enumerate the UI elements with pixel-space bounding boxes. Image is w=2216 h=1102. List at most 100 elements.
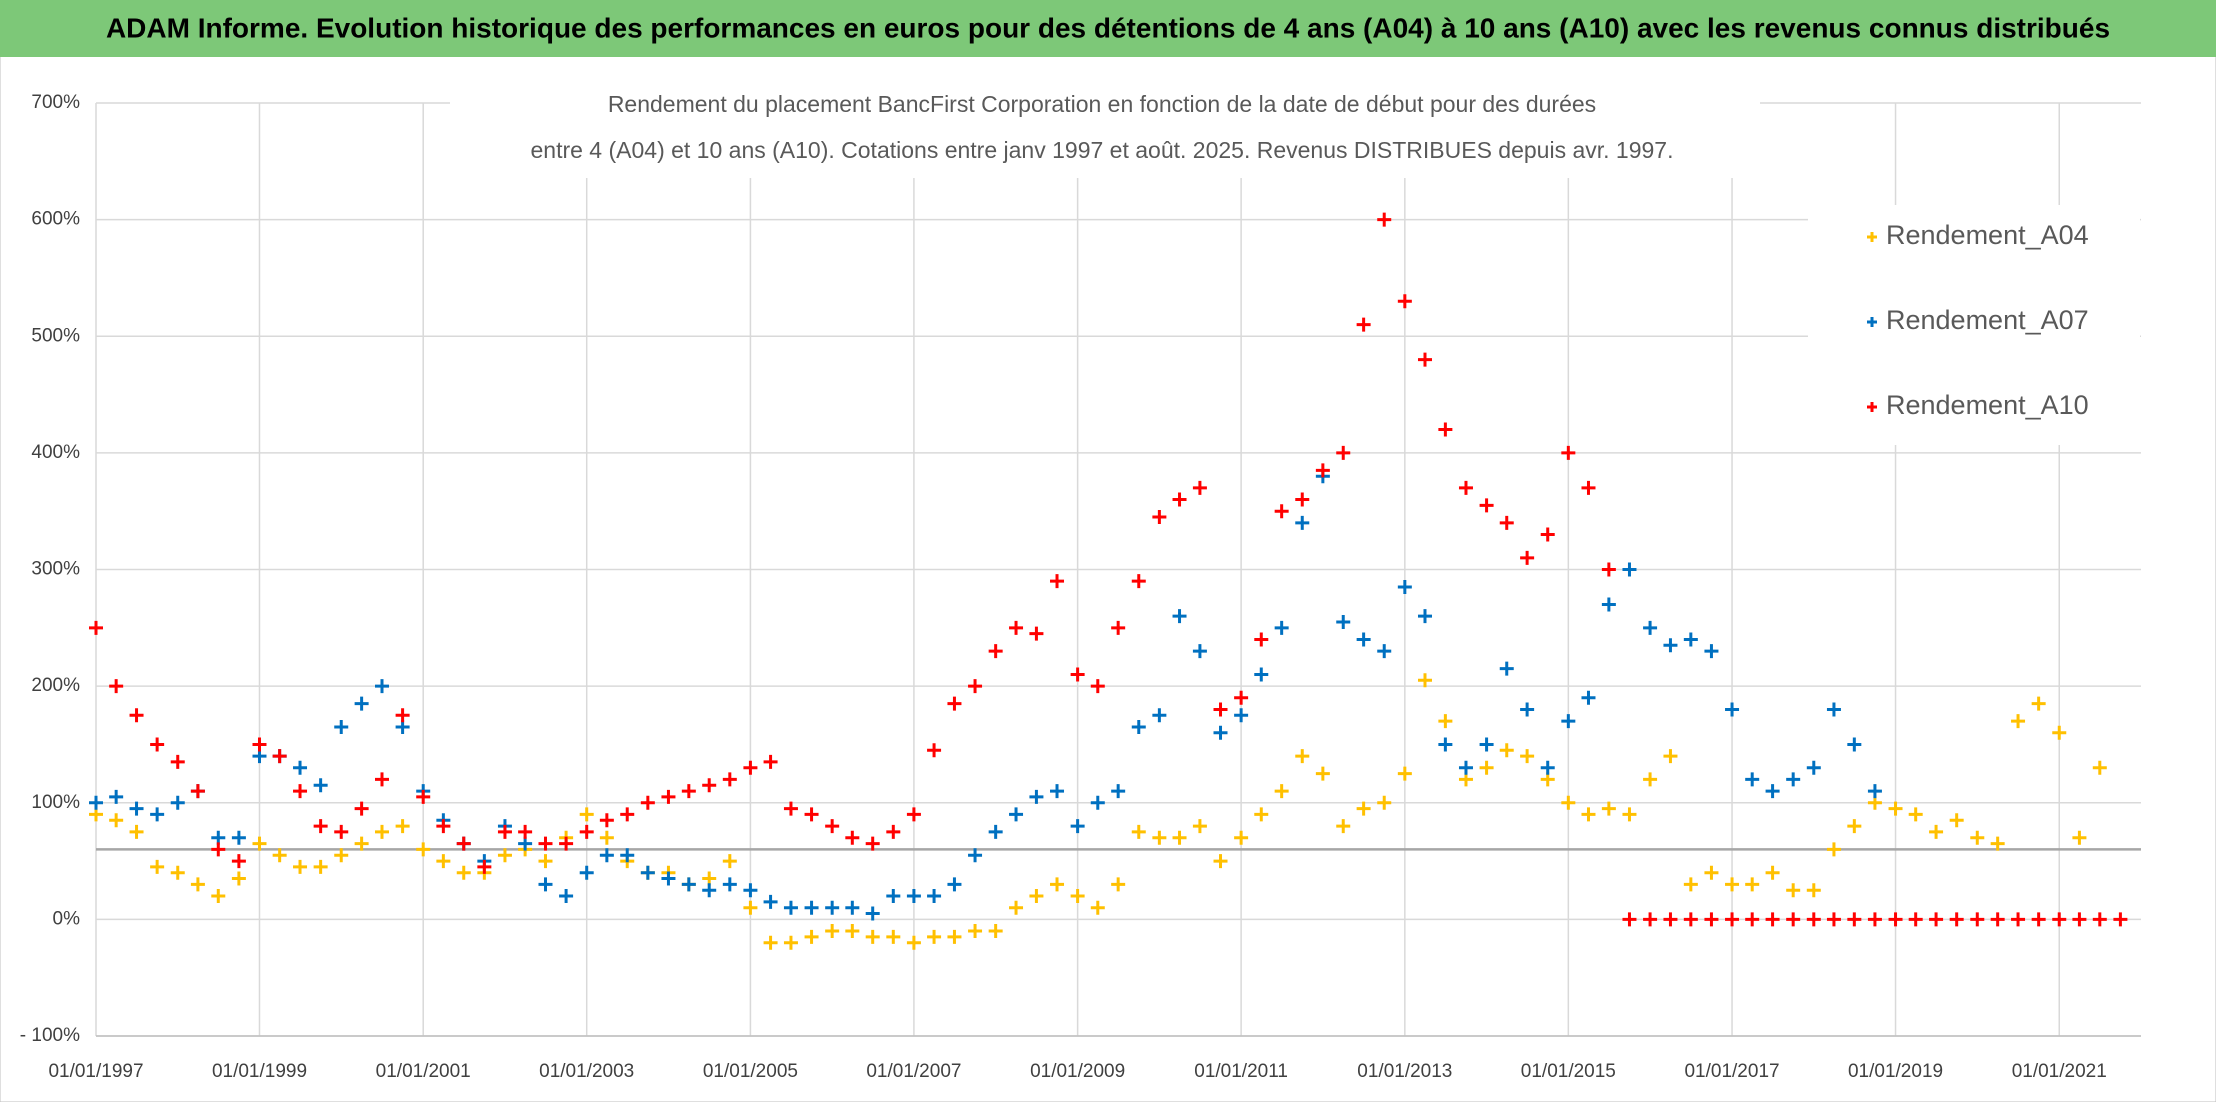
data-point bbox=[1438, 422, 1453, 437]
data-point bbox=[1990, 912, 2005, 927]
data-point bbox=[825, 900, 840, 915]
data-point bbox=[2092, 912, 2107, 927]
data-point bbox=[1295, 749, 1310, 764]
data-point bbox=[1152, 830, 1167, 845]
data-point bbox=[1561, 795, 1576, 810]
data-point bbox=[1765, 865, 1780, 880]
x-tick-label: 01/01/2013 bbox=[1357, 1061, 1452, 1082]
legend-marker bbox=[1867, 317, 1877, 327]
data-point bbox=[1520, 702, 1535, 717]
data-point bbox=[763, 894, 778, 909]
data-point bbox=[170, 795, 185, 810]
data-point bbox=[1397, 579, 1412, 594]
data-point bbox=[1643, 912, 1658, 927]
data-point bbox=[825, 819, 840, 834]
data-point bbox=[1663, 912, 1678, 927]
data-point bbox=[825, 924, 840, 939]
data-point bbox=[988, 824, 1003, 839]
data-point bbox=[886, 824, 901, 839]
data-point bbox=[190, 784, 205, 799]
data-point bbox=[763, 754, 778, 769]
data-point bbox=[150, 807, 165, 822]
data-point bbox=[1683, 877, 1698, 892]
data-point bbox=[2072, 830, 2087, 845]
data-point bbox=[293, 760, 308, 775]
data-point bbox=[1213, 702, 1228, 717]
y-tick-label: 700% bbox=[31, 92, 80, 113]
data-point bbox=[231, 871, 246, 886]
data-point bbox=[170, 754, 185, 769]
y-tick-label: 200% bbox=[31, 675, 80, 696]
x-tick-label: 01/01/2001 bbox=[376, 1061, 471, 1082]
data-point bbox=[804, 807, 819, 822]
data-point bbox=[1765, 912, 1780, 927]
chart-subtitle: entre 4 (A04) et 10 ans (A10). Cotations… bbox=[530, 137, 1673, 163]
data-point bbox=[743, 900, 758, 915]
data-point bbox=[1826, 702, 1841, 717]
data-point bbox=[1929, 912, 1944, 927]
data-point bbox=[89, 795, 103, 810]
data-point bbox=[1479, 498, 1494, 513]
data-point bbox=[1438, 714, 1453, 729]
data-point bbox=[599, 848, 614, 863]
data-point bbox=[313, 778, 328, 793]
data-point bbox=[559, 889, 574, 904]
data-point bbox=[1131, 574, 1146, 589]
data-point bbox=[456, 865, 471, 880]
data-point bbox=[1050, 877, 1065, 892]
data-point bbox=[1622, 807, 1637, 822]
data-point bbox=[109, 789, 124, 804]
data-point bbox=[1949, 912, 1964, 927]
data-point bbox=[1417, 673, 1432, 688]
data-point bbox=[1683, 632, 1698, 647]
x-tick-label: 01/01/2009 bbox=[1030, 1061, 1125, 1082]
data-point bbox=[1377, 212, 1392, 227]
data-point bbox=[1377, 644, 1392, 659]
data-point bbox=[1601, 801, 1616, 816]
data-point bbox=[1622, 562, 1637, 577]
data-point bbox=[252, 737, 267, 752]
data-point bbox=[1581, 690, 1596, 705]
data-point bbox=[1520, 749, 1535, 764]
data-point bbox=[1786, 772, 1801, 787]
data-point bbox=[1683, 912, 1698, 927]
data-point bbox=[968, 848, 983, 863]
data-point bbox=[1826, 842, 1841, 857]
data-point bbox=[1192, 819, 1207, 834]
data-point bbox=[1234, 690, 1249, 705]
data-point bbox=[906, 935, 921, 950]
data-point bbox=[1704, 865, 1719, 880]
data-point bbox=[1847, 819, 1862, 834]
data-point bbox=[1561, 714, 1576, 729]
data-point bbox=[1356, 801, 1371, 816]
data-point bbox=[804, 929, 819, 944]
data-point bbox=[1826, 912, 1841, 927]
x-tick-label: 01/01/2007 bbox=[866, 1061, 961, 1082]
legend-marker bbox=[1867, 232, 1877, 242]
data-point bbox=[845, 830, 860, 845]
data-point bbox=[1336, 819, 1351, 834]
data-point bbox=[1090, 679, 1105, 694]
data-point bbox=[661, 789, 676, 804]
data-point bbox=[2011, 912, 2026, 927]
data-point bbox=[1663, 638, 1678, 653]
y-tick-label: 300% bbox=[31, 559, 80, 580]
data-point bbox=[272, 749, 287, 764]
x-tick-label: 01/01/2011 bbox=[1194, 1061, 1288, 1082]
data-point bbox=[947, 877, 962, 892]
data-point bbox=[640, 865, 655, 880]
data-point bbox=[497, 848, 512, 863]
data-point bbox=[1499, 743, 1514, 758]
data-point bbox=[1417, 609, 1432, 624]
data-point bbox=[579, 807, 594, 822]
data-point bbox=[1847, 912, 1862, 927]
data-point bbox=[1356, 317, 1371, 332]
data-point bbox=[436, 819, 451, 834]
data-point bbox=[211, 889, 226, 904]
data-point bbox=[988, 644, 1003, 659]
x-tick-label: 01/01/2005 bbox=[703, 1061, 798, 1082]
x-tick-label: 01/01/2019 bbox=[1848, 1061, 1943, 1082]
y-tick-label: 400% bbox=[31, 442, 80, 463]
x-tick-label: 01/01/2017 bbox=[1684, 1061, 1779, 1082]
